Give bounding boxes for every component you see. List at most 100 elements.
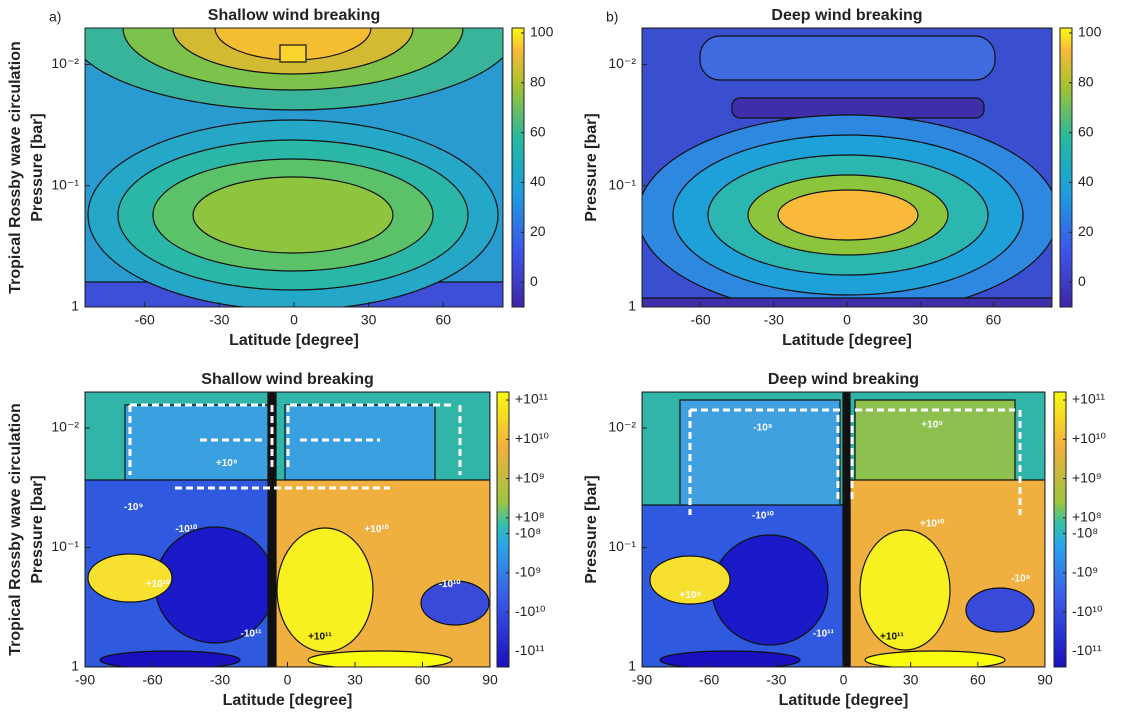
colorbar-tick-label: +10¹¹ — [1072, 391, 1105, 407]
y-axis-label: Pressure [bar] — [583, 475, 600, 584]
x-tick-label: 0 — [284, 672, 292, 688]
field-b — [642, 28, 1052, 307]
x-axis-label: Latitude [degree] — [229, 332, 359, 349]
colorbar-tick-label: +10⁹ — [515, 469, 545, 485]
x-tick-label: -60 — [135, 312, 155, 328]
y-tick-label: 1 — [71, 658, 79, 674]
colorbar-tick-label: +10⁸ — [515, 509, 545, 525]
x-tick-label: -30 — [210, 672, 230, 688]
colorbar-tick-label: 0 — [530, 273, 538, 289]
y-tick-label: 10⁻² — [51, 55, 79, 71]
y-tick-label: 10⁻¹ — [51, 176, 79, 192]
colorbar — [496, 391, 510, 668]
contour-label: -10¹⁰ — [439, 579, 461, 590]
colorbar — [511, 27, 525, 308]
contour-label: -10¹¹ — [240, 629, 262, 640]
x-tick-label: -60 — [142, 672, 162, 688]
colorbar-tick-label: 60 — [1078, 123, 1094, 139]
panel-label: b) — [606, 9, 618, 25]
side-label: Tropical Rossby wave circulation — [7, 403, 24, 656]
x-tick-label: 90 — [482, 672, 498, 688]
contour-label: +10⁹ — [216, 458, 238, 469]
colorbar-tick-label: 100 — [1078, 24, 1102, 40]
x-axis-label: Latitude [degree] — [779, 692, 909, 709]
x-tick-label: 30 — [903, 672, 919, 688]
y-tick-label: 10⁻¹ — [51, 538, 79, 554]
contour-label: +10⁹ — [921, 420, 943, 431]
y-tick-label: 1 — [628, 298, 636, 314]
colorbar-tick-label: 80 — [1078, 74, 1094, 90]
chart-title: Deep wind breaking — [768, 371, 919, 388]
y-tick-label: 10⁻² — [608, 55, 636, 71]
y-tick-label: 10⁻² — [51, 419, 79, 435]
contour-label: +10¹⁰ — [146, 579, 170, 590]
colorbar-tick-label: 40 — [1078, 173, 1094, 189]
chart-title: Shallow wind breaking — [201, 371, 373, 388]
contour-label: +10¹¹ — [308, 631, 332, 642]
colorbar-tick-label: -10⁹ — [515, 564, 541, 580]
contour-label: -10⁹ — [753, 422, 772, 433]
colorbar-tick-label: 60 — [530, 123, 546, 139]
x-axis-label: Latitude [degree] — [223, 692, 353, 709]
x-tick-label: 0 — [843, 312, 851, 328]
y-tick-label: 1 — [628, 658, 636, 674]
x-tick-label: 90 — [1037, 672, 1053, 688]
x-tick-label: 60 — [415, 672, 431, 688]
colorbar-tick-label: -10¹⁰ — [515, 603, 546, 619]
contour-label: +10¹⁰ — [920, 519, 944, 530]
x-tick-label: 30 — [912, 312, 928, 328]
contour-label: +10⁸ — [680, 590, 702, 601]
panel-label: a) — [49, 9, 61, 25]
x-tick-label: 0 — [290, 312, 298, 328]
chart-title: Shallow wind breaking — [208, 7, 380, 24]
y-axis-label: Pressure [bar] — [29, 113, 46, 222]
colorbar-tick-label: -10⁸ — [515, 524, 541, 540]
y-tick-label: 10⁻¹ — [608, 538, 636, 554]
colorbar-tick-label: +10¹⁰ — [515, 430, 549, 446]
x-tick-label: 60 — [970, 672, 986, 688]
colorbar-tick-label: 0 — [1078, 273, 1086, 289]
x-tick-label: -90 — [75, 672, 95, 688]
colorbar-tick-label: 40 — [530, 173, 546, 189]
colorbar-tick-label: 20 — [530, 223, 546, 239]
colorbar-tick-label: -10⁸ — [1072, 524, 1098, 540]
colorbar-tick-label: -10¹⁰ — [1072, 603, 1103, 619]
field-a — [85, 28, 503, 307]
colorbar-tick-label: 100 — [530, 24, 554, 40]
colorbar-tick-label: -10¹¹ — [515, 642, 545, 658]
colorbar-tick-label: 80 — [530, 74, 546, 90]
x-tick-label: 60 — [435, 312, 451, 328]
colorbar-tick-label: -10¹¹ — [1072, 642, 1102, 658]
y-tick-label: 10⁻² — [608, 419, 636, 435]
chart-title: Deep wind breaking — [771, 7, 922, 24]
x-tick-label: 30 — [361, 312, 377, 328]
x-tick-label: -30 — [209, 312, 229, 328]
y-tick-label: 10⁻¹ — [608, 176, 636, 192]
x-tick-label: -60 — [690, 312, 710, 328]
field-d — [642, 392, 1045, 667]
y-axis-label: Pressure [bar] — [583, 113, 600, 222]
contour-label: -10⁹ — [1011, 574, 1030, 585]
colorbar — [1059, 27, 1073, 308]
y-tick-label: 1 — [71, 298, 79, 314]
field-c — [85, 392, 490, 667]
x-axis-label: Latitude [degree] — [782, 332, 912, 349]
colorbar-tick-label: +10¹¹ — [515, 391, 548, 407]
circulation-arrows — [128, 403, 1022, 515]
contour-label: +10¹¹ — [880, 631, 904, 642]
contour-label: -10⁹ — [124, 502, 143, 513]
y-axis-label: Pressure [bar] — [29, 475, 46, 584]
contour-label: -10¹⁰ — [752, 510, 774, 521]
x-tick-label: 0 — [840, 672, 848, 688]
colorbar-tick-label: +10⁸ — [1072, 509, 1102, 525]
x-tick-label: 60 — [986, 312, 1002, 328]
x-tick-label: -30 — [766, 672, 786, 688]
contour-label: -10¹⁰ — [175, 524, 197, 535]
colorbar-tick-label: +10¹⁰ — [1072, 430, 1106, 446]
colorbar-tick-label: 20 — [1078, 223, 1094, 239]
colorbar-tick-label: +10⁹ — [1072, 469, 1102, 485]
contour-label: -10¹¹ — [813, 629, 835, 640]
x-tick-label: 30 — [347, 672, 363, 688]
side-label: Tropical Rossby wave circulation — [7, 41, 24, 294]
